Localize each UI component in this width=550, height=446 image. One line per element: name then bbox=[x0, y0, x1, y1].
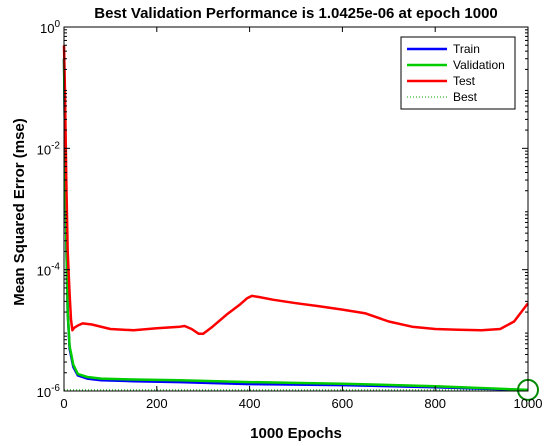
x-tick-label: 600 bbox=[332, 396, 354, 411]
y-tick-label: 10-4 bbox=[37, 262, 61, 279]
series-line-test bbox=[62, 45, 529, 335]
y-tick-label: 100 bbox=[40, 19, 60, 36]
chart-title: Best Validation Performance is 1.0425e-0… bbox=[94, 5, 498, 22]
y-tick-label: 10-6 bbox=[37, 383, 61, 400]
x-tick-label: 0 bbox=[60, 396, 67, 411]
legend-label-best: Best bbox=[453, 90, 478, 104]
legend-label-train: Train bbox=[453, 42, 480, 56]
x-tick-label: 200 bbox=[146, 396, 168, 411]
x-tick-label: 400 bbox=[239, 396, 261, 411]
x-tick-label: 1000 bbox=[514, 396, 543, 411]
axes: 0 200 400 600 800 1000 100 10-2 10-4 10-6 bbox=[37, 19, 543, 411]
y-tick-label: 10-2 bbox=[37, 140, 61, 157]
series-line-validation bbox=[62, 58, 529, 392]
legend-label-validation: Validation bbox=[453, 58, 505, 72]
x-axis-label: 1000 Epochs bbox=[250, 425, 342, 442]
axes-box bbox=[63, 26, 529, 392]
legend-label-test: Test bbox=[453, 74, 476, 88]
x-tick-label: 800 bbox=[424, 396, 446, 411]
legend: Train Validation Test Best bbox=[400, 36, 516, 110]
y-axis-label: Mean Squared Error (mse) bbox=[11, 118, 28, 306]
